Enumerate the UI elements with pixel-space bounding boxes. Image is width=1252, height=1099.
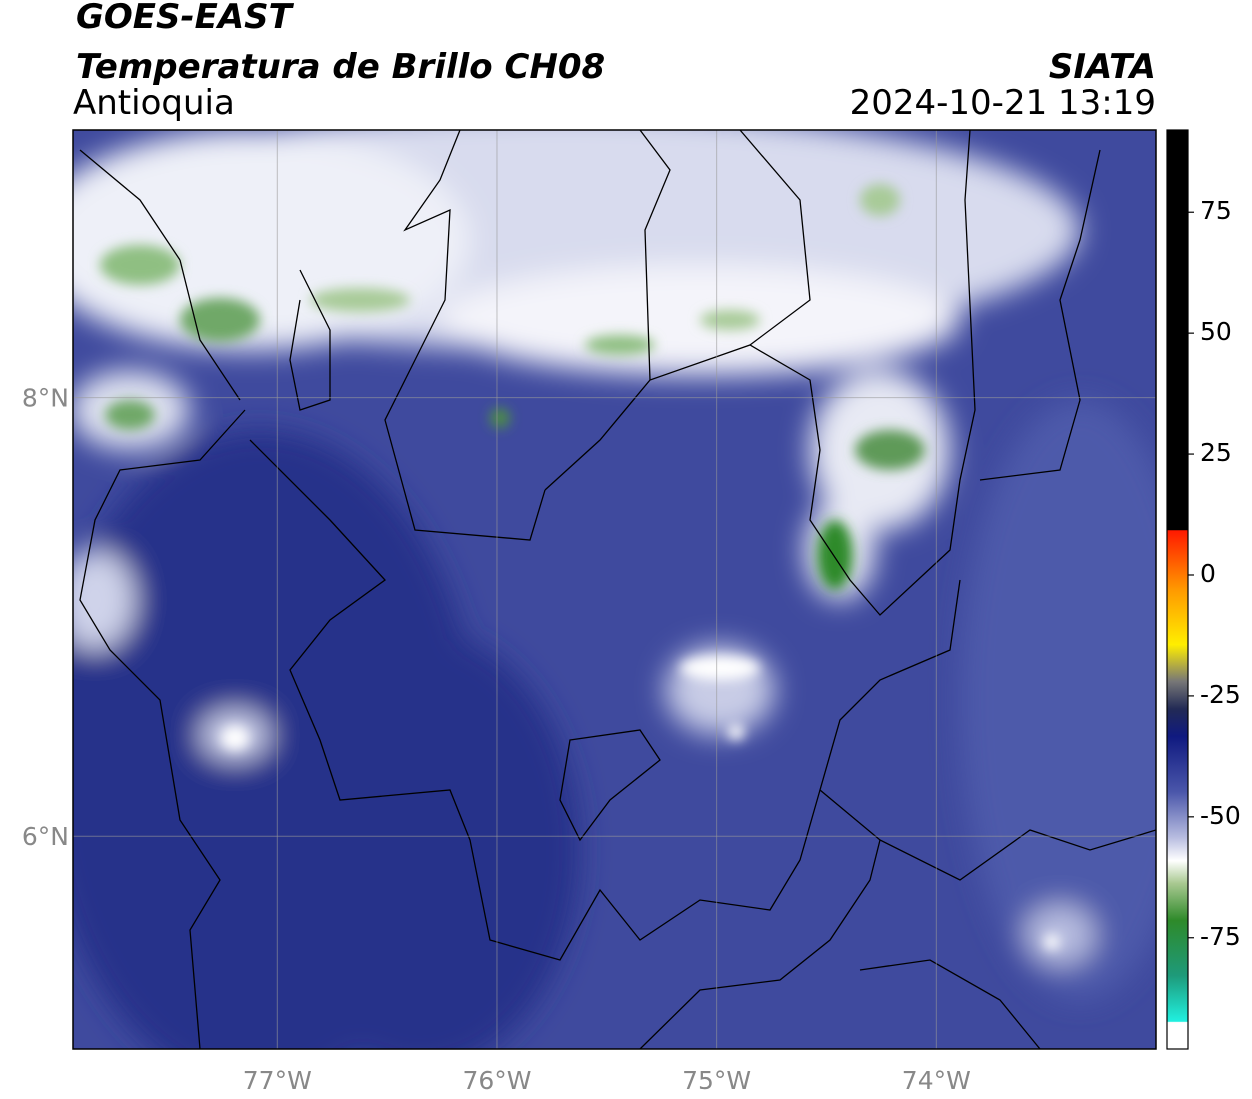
- graticule: [73, 130, 1156, 1049]
- y-tick-label: 8°N: [22, 384, 69, 413]
- title: GOES-EAST: [76, 0, 295, 37]
- datetime: 2024-10-21 13:19: [850, 83, 1156, 123]
- colorbar-tick-label: 0: [1200, 559, 1216, 588]
- colorbar-tick-label: -50: [1200, 801, 1241, 830]
- colorbar-tick-label: -75: [1200, 922, 1241, 951]
- colorbar-tick-label: 75: [1200, 196, 1232, 225]
- map-imagery: [73, 130, 1156, 1049]
- x-tick-label: 76°W: [462, 1066, 531, 1095]
- colorbar-tick-label: 50: [1200, 317, 1232, 346]
- colorbar-tick-label: -25: [1200, 680, 1241, 709]
- x-tick-label: 74°W: [902, 1066, 971, 1095]
- source: SIATA: [1049, 47, 1156, 87]
- subtitle: Temperatura de Brillo CH08: [76, 47, 605, 87]
- y-tick-label: 6°N: [22, 822, 69, 851]
- colorbar: [1166, 129, 1189, 1050]
- region: Antioquia: [73, 83, 235, 123]
- colorbar-axis: 75 50 25 0 -25 -50 -75: [1188, 196, 1241, 951]
- x-tick-label: 77°W: [243, 1066, 312, 1095]
- map-frame: [72, 129, 1157, 1050]
- colorbar-tick-label: 25: [1200, 438, 1232, 467]
- x-tick-label: 75°W: [682, 1066, 751, 1095]
